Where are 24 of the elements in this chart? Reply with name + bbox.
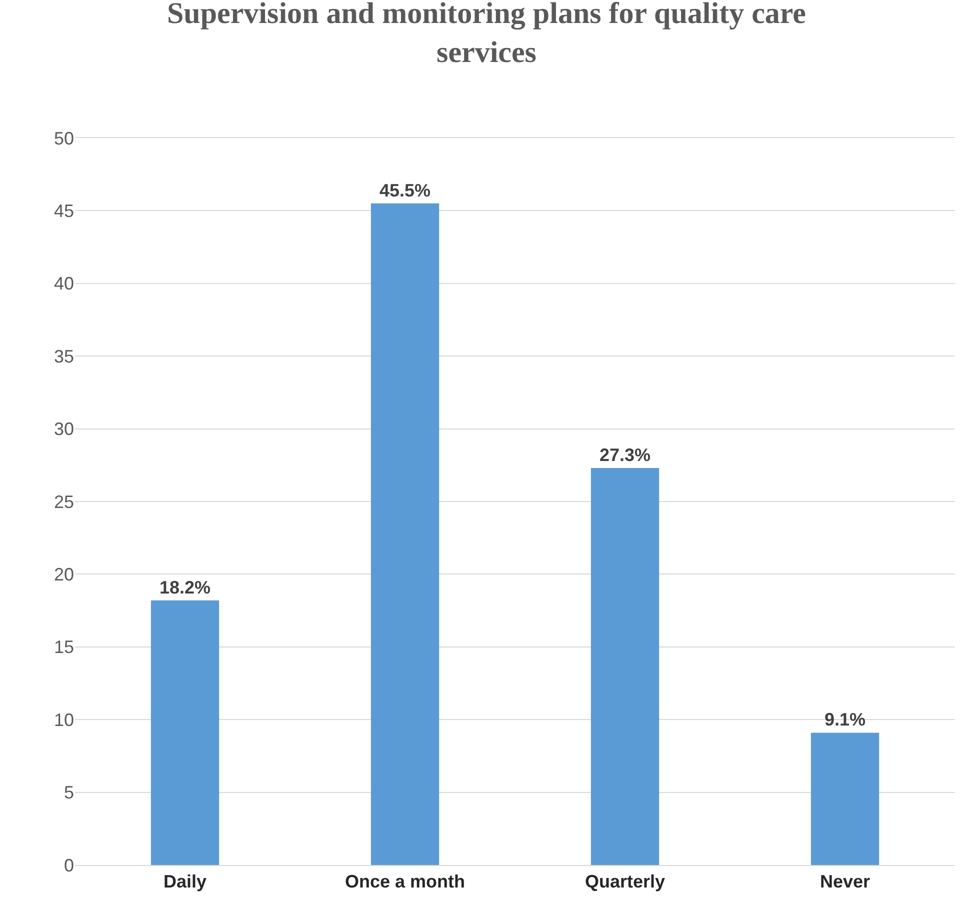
y-tick-label: 25 bbox=[54, 492, 74, 512]
y-tick-label: 5 bbox=[64, 782, 74, 803]
x-tick-label: Daily bbox=[163, 872, 207, 892]
x-tick-label: Quarterly bbox=[584, 872, 666, 892]
y-tick-label: 10 bbox=[54, 710, 74, 730]
bar bbox=[150, 600, 220, 865]
data-label: 9.1% bbox=[824, 710, 866, 730]
chart-title: Supervision and monitoring plans for quality care services bbox=[167, 0, 806, 70]
x-tick-label: Never bbox=[820, 872, 870, 892]
y-tick-label: 30 bbox=[54, 419, 74, 440]
data-label: 45.5% bbox=[379, 180, 431, 200]
y-tick-label: 35 bbox=[54, 346, 74, 366]
data-label: 18.2% bbox=[159, 577, 211, 598]
data-label: 27.3% bbox=[599, 445, 651, 466]
bar bbox=[590, 468, 660, 865]
bar bbox=[810, 732, 880, 865]
x-tick-label: Once a month bbox=[344, 872, 466, 892]
y-tick-label: 45 bbox=[54, 201, 74, 221]
y-tick-label: 20 bbox=[54, 564, 74, 584]
bar bbox=[370, 203, 440, 865]
y-tick-label: 0 bbox=[64, 855, 74, 876]
y-tick-label: 40 bbox=[54, 274, 74, 294]
y-tick-label: 50 bbox=[54, 128, 74, 148]
y-tick-label: 15 bbox=[54, 637, 74, 658]
